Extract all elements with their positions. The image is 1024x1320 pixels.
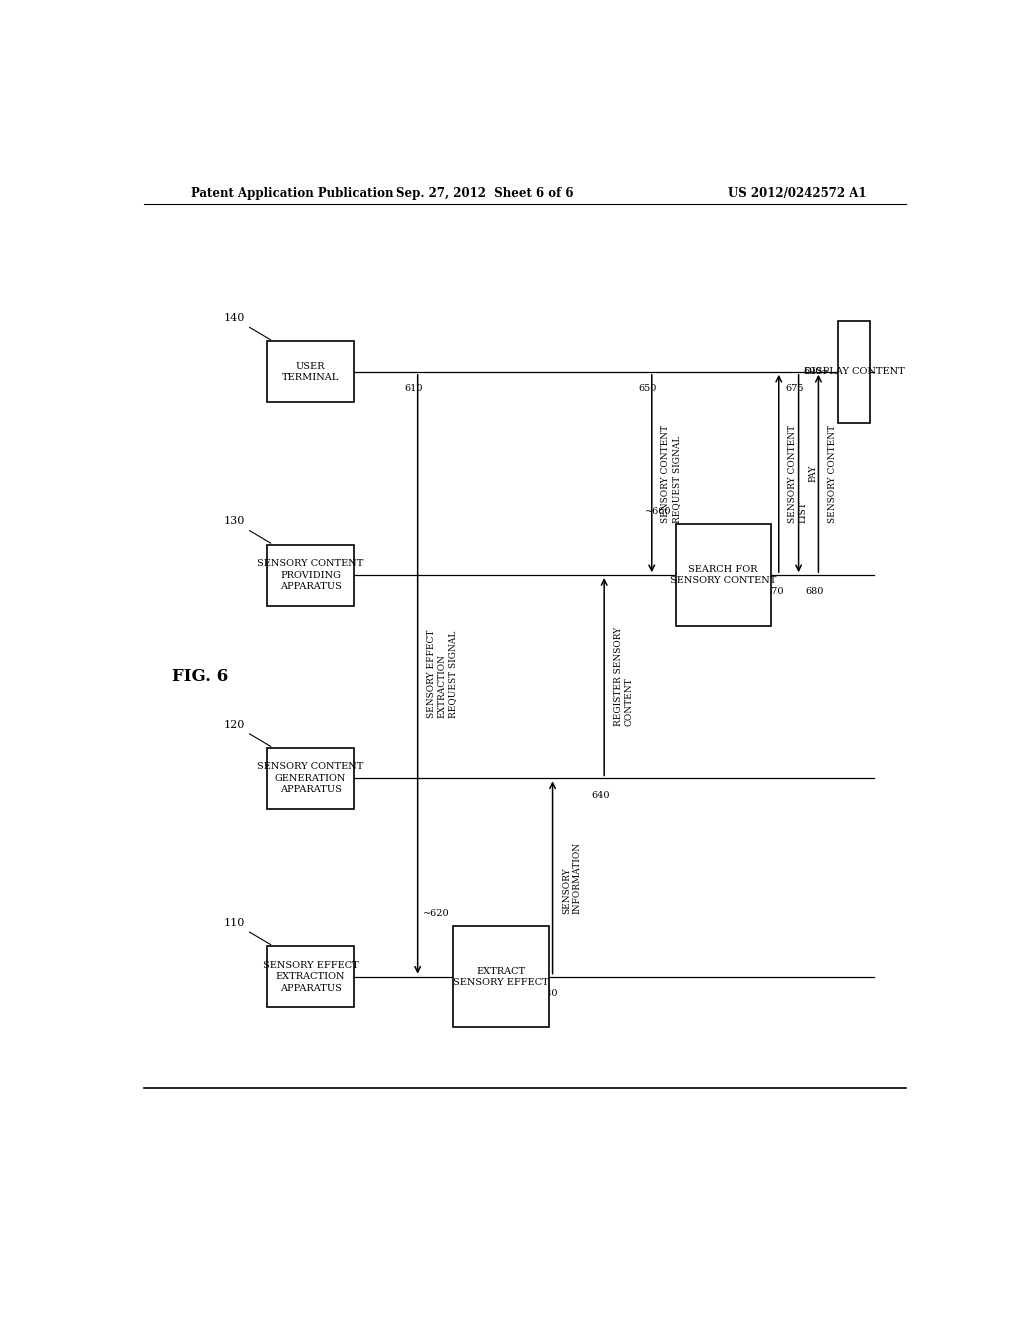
Text: 640: 640 (591, 791, 609, 800)
Text: 690~: 690~ (804, 367, 830, 376)
Text: SENSORY EFFECT
EXTRACTION
REQUEST SIGNAL: SENSORY EFFECT EXTRACTION REQUEST SIGNAL (427, 630, 457, 718)
Text: Sep. 27, 2012  Sheet 6 of 6: Sep. 27, 2012 Sheet 6 of 6 (396, 187, 573, 201)
Text: US 2012/0242572 A1: US 2012/0242572 A1 (727, 187, 866, 201)
Bar (267, 545, 354, 606)
Text: SENSORY CONTENT
REQUEST SIGNAL: SENSORY CONTENT REQUEST SIGNAL (662, 425, 681, 523)
Text: 120: 120 (223, 719, 270, 747)
Text: PAY: PAY (808, 465, 817, 482)
Text: SENSORY CONTENT
GENERATION
APPARATUS: SENSORY CONTENT GENERATION APPARATUS (257, 763, 364, 795)
Text: 110: 110 (223, 917, 270, 945)
Bar (267, 342, 354, 403)
Text: 650: 650 (639, 384, 657, 393)
Text: 680: 680 (805, 587, 823, 597)
Text: 675: 675 (785, 384, 804, 393)
Text: 610: 610 (404, 384, 423, 393)
Text: SENSORY
INFORMATION: SENSORY INFORMATION (562, 841, 582, 913)
Text: Patent Application Publication: Patent Application Publication (191, 187, 394, 201)
Text: SENSORY CONTENT: SENSORY CONTENT (828, 425, 837, 523)
Bar (676, 524, 771, 626)
Text: FIG. 6: FIG. 6 (172, 668, 228, 685)
Text: ~620: ~620 (423, 908, 450, 917)
Bar (267, 748, 354, 809)
Text: 670: 670 (766, 587, 784, 597)
Text: DISPLAY CONTENT: DISPLAY CONTENT (804, 367, 904, 376)
Text: USER
TERMINAL: USER TERMINAL (282, 362, 339, 381)
Text: EXTRACT
SENSORY EFFECT: EXTRACT SENSORY EFFECT (453, 966, 549, 986)
Text: REGISTER SENSORY
CONTENT: REGISTER SENSORY CONTENT (613, 627, 633, 726)
Text: SENSORY CONTENT
LIST: SENSORY CONTENT LIST (788, 425, 808, 523)
Text: 130: 130 (223, 516, 270, 544)
Bar (267, 946, 354, 1007)
Text: SENSORY CONTENT
PROVIDING
APPARATUS: SENSORY CONTENT PROVIDING APPARATUS (257, 560, 364, 591)
Text: 140: 140 (223, 313, 270, 341)
Bar (454, 925, 549, 1027)
Text: 630: 630 (540, 989, 558, 998)
Text: ~660: ~660 (645, 507, 672, 516)
Text: SEARCH FOR
SENSORY CONTENT: SEARCH FOR SENSORY CONTENT (670, 565, 776, 585)
Bar (839, 321, 870, 422)
Text: SENSORY EFFECT
EXTRACTION
APPARATUS: SENSORY EFFECT EXTRACTION APPARATUS (262, 961, 358, 993)
